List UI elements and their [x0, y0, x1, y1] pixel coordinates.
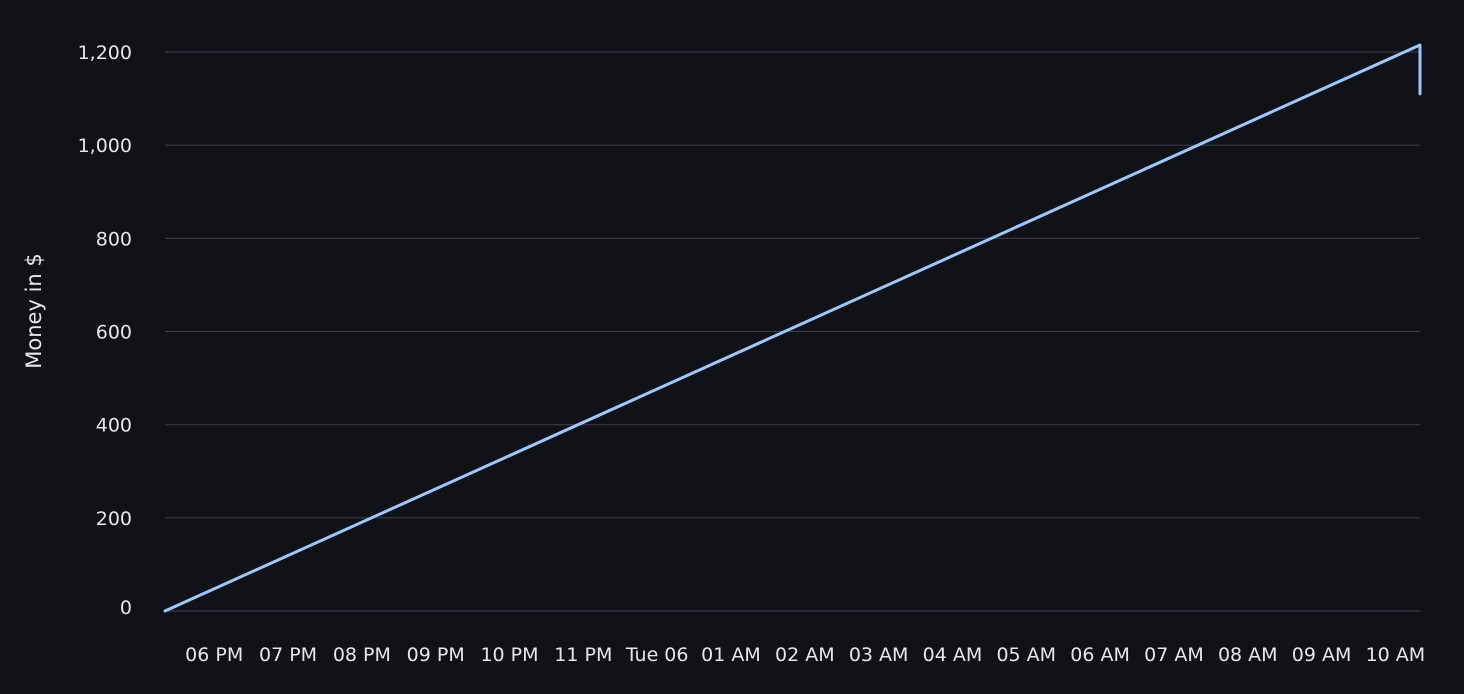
- x-tick-label: 08 AM: [1218, 644, 1278, 666]
- x-tick-label: 07 AM: [1144, 644, 1204, 666]
- x-tick-label: 01 AM: [701, 644, 761, 666]
- x-tick-label: 11 PM: [554, 644, 612, 666]
- x-tick-label: 05 AM: [996, 644, 1056, 666]
- series-layer: [163, 43, 1422, 613]
- y-tick-label: 600: [96, 322, 132, 344]
- x-tick-label: 06 AM: [1070, 644, 1130, 666]
- y-axis-ticks: 0 200 400 600 800 1,000 1,200: [78, 42, 132, 619]
- y-tick-label: 0: [120, 597, 132, 619]
- y-tick-label: 200: [96, 508, 132, 530]
- x-tick-label: 03 AM: [849, 644, 909, 666]
- x-tick-label: 07 PM: [259, 644, 317, 666]
- x-tick-label: 04 AM: [923, 644, 983, 666]
- y-tick-label: 800: [96, 228, 132, 250]
- x-axis-ticks: 06 PM 07 PM 08 PM 09 PM 10 PM 11 PM Tue 06 01 A…: [185, 644, 1425, 666]
- x-tick-label: 09 AM: [1292, 644, 1352, 666]
- x-tick-label: Tue 06: [625, 644, 689, 666]
- x-tick-label: 02 AM: [775, 644, 835, 666]
- x-tick-label: 09 PM: [407, 644, 465, 666]
- x-tick-label: 10 PM: [480, 644, 538, 666]
- series-line: [163, 43, 1422, 613]
- y-tick-label: 400: [96, 415, 132, 437]
- y-axis-title: Money in $: [22, 253, 46, 368]
- x-tick-label: 10 AM: [1366, 644, 1426, 666]
- y-tick-label: 1,000: [78, 135, 132, 157]
- x-tick-label: 06 PM: [185, 644, 243, 666]
- y-tick-label: 1,200: [78, 42, 132, 64]
- x-tick-label: 08 PM: [333, 644, 391, 666]
